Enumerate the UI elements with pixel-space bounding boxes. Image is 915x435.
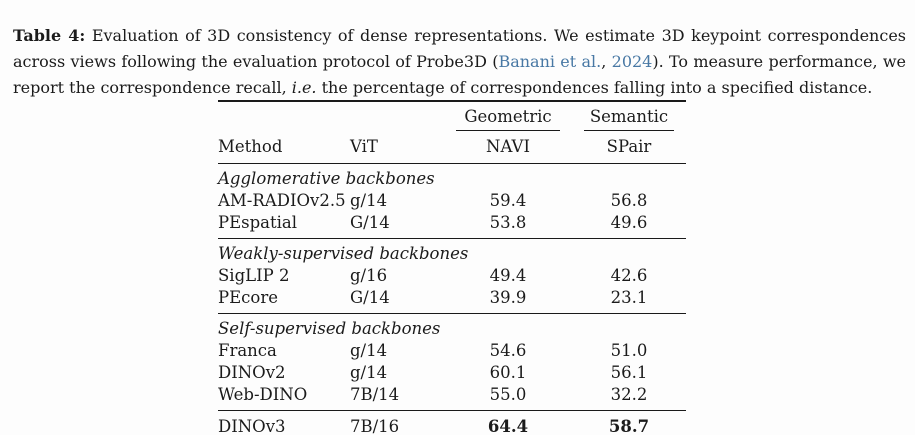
group-header-semantic-label: Semantic — [584, 107, 674, 131]
citation-link-authors[interactable]: Banani et al. — [498, 52, 602, 71]
cell-navi: 53.8 — [489, 213, 527, 232]
cell-method: PEcore — [218, 288, 278, 307]
cell-vit: G/14 — [350, 288, 390, 307]
citation-link-year[interactable]: 2024 — [611, 52, 653, 71]
cell-navi: 55.0 — [489, 385, 527, 404]
cell-method: SigLIP 2 — [218, 266, 290, 285]
column-header-vit: ViT — [350, 132, 444, 164]
table-row-franca: Franca g/14 54.6 51.0 — [218, 340, 686, 362]
cell-navi: 54.6 — [489, 341, 527, 360]
cell-navi: 60.1 — [489, 363, 527, 382]
table-row-pecore: PEcore G/14 39.9 23.1 — [218, 287, 686, 314]
column-header-method: Method — [218, 132, 350, 164]
section-title-row: Agglomerative backbones — [218, 164, 686, 191]
table-row-dinov3: DINOv3 7B/16 64.4 58.7 — [218, 410, 686, 435]
caption-ie: i.e. — [291, 78, 317, 97]
cell-spair-best: 58.7 — [572, 410, 686, 435]
group-header-row: Geometric Semantic — [218, 100, 686, 132]
cell-navi: 49.4 — [489, 266, 527, 285]
section-self-supervised: Self-supervised backbones Franca g/14 54… — [218, 313, 686, 411]
table-caption: Table 4: Evaluation of 3D consistency of… — [13, 23, 906, 101]
table-row-siglip2: SigLIP 2 g/16 49.4 42.6 — [218, 265, 686, 287]
group-header-geometric-label: Geometric — [456, 107, 560, 131]
table-row-web-dino: Web-DINO 7B/14 55.0 32.2 — [218, 384, 686, 411]
caption-text-2: ). To measure performance, we report the… — [13, 52, 907, 97]
results-table-wrapper: Geometric Semantic Method ViT NAVI SPair… — [218, 100, 686, 435]
section-title-weakly-supervised: Weakly-supervised backbones — [218, 238, 686, 265]
cell-vit: g/16 — [350, 266, 388, 285]
cell-vit: g/14 — [350, 341, 388, 360]
column-header-spair: SPair — [572, 132, 686, 164]
cell-method: PEspatial — [218, 213, 298, 232]
column-header-row: Method ViT NAVI SPair — [218, 132, 686, 164]
cell-vit: g/14 — [350, 191, 388, 210]
cell-spair: 56.8 — [610, 191, 648, 210]
cell-method: DINOv2 — [218, 363, 286, 382]
section-dinov3-final: DINOv3 7B/16 64.4 58.7 — [218, 410, 686, 435]
cell-spair: 42.6 — [610, 266, 648, 285]
cell-vit: 7B/14 — [350, 385, 400, 404]
table-row-am-radio: AM-RADIOv2.5 g/14 59.4 56.8 — [218, 190, 686, 212]
caption-text-3: the percentage of correspondences fallin… — [316, 78, 873, 97]
section-agglomerative: Agglomerative backbones AM-RADIOv2.5 g/1… — [218, 164, 686, 239]
cell-method: DINOv3 — [218, 410, 350, 435]
group-header-spacer — [218, 100, 444, 132]
section-weakly-supervised: Weakly-supervised backbones SigLIP 2 g/1… — [218, 238, 686, 314]
results-table: Geometric Semantic Method ViT NAVI SPair… — [218, 100, 686, 435]
cell-spair: 56.1 — [610, 363, 648, 382]
cell-spair: 32.2 — [610, 385, 648, 404]
group-header-geometric: Geometric — [444, 100, 572, 132]
table-row-pespatial: PEspatial G/14 53.8 49.6 — [218, 212, 686, 239]
cell-vit: G/14 — [350, 213, 390, 232]
cell-method: AM-RADIOv2.5 — [218, 191, 346, 210]
group-header-semantic: Semantic — [572, 100, 686, 132]
cell-navi-best: 64.4 — [444, 410, 572, 435]
cell-vit: 7B/16 — [350, 410, 444, 435]
section-title-self-supervised: Self-supervised backbones — [218, 313, 686, 340]
cell-spair: 49.6 — [610, 213, 648, 232]
table-head: Geometric Semantic Method ViT NAVI SPair — [218, 100, 686, 164]
cell-spair: 51.0 — [610, 341, 648, 360]
cell-method: Web-DINO — [218, 385, 308, 404]
section-title-row: Weakly-supervised backbones — [218, 238, 686, 265]
table-row-dinov2: DINOv2 g/14 60.1 56.1 — [218, 362, 686, 384]
section-title-row: Self-supervised backbones — [218, 313, 686, 340]
column-header-navi: NAVI — [444, 132, 572, 164]
section-title-agglomerative: Agglomerative backbones — [218, 169, 435, 188]
caption-label: Table 4: — [13, 26, 86, 45]
cell-spair: 23.1 — [610, 288, 648, 307]
cell-navi: 39.9 — [489, 288, 527, 307]
caption-text-1: Evaluation of 3D consistency of dense re… — [13, 26, 907, 71]
cell-vit: g/14 — [350, 363, 388, 382]
cell-method: Franca — [218, 341, 277, 360]
citation-separator: , — [601, 52, 612, 71]
cell-navi: 59.4 — [489, 191, 527, 210]
